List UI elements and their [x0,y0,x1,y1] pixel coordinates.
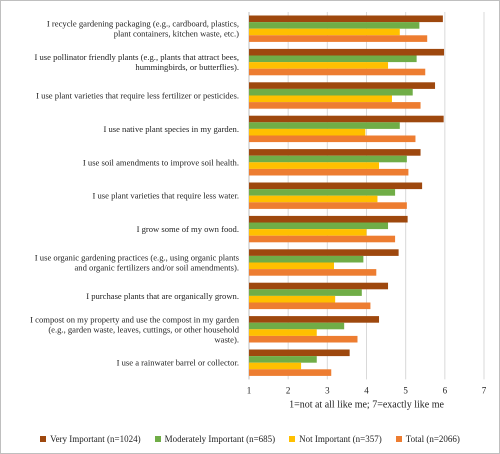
legend-swatch [289,436,296,442]
bar-3 [249,362,302,370]
category-label: I purchase plants that are organically g… [86,291,239,301]
bar-4 [249,269,377,276]
x-tick-labels: 1 2 3 4 5 6 7 [247,385,487,395]
bar-1 [249,149,421,156]
bar-1 [249,15,443,23]
legend-label: Very Important (n=1024) [50,434,141,444]
x-tick-label: 1 [247,385,252,395]
category-label-line: I use pollinator friendly plants (e.g., … [34,52,239,62]
x-axis-title: 1=not at all like me; 7=exactly like me [289,399,444,410]
legend-label: Moderately Important (n=685) [164,434,276,444]
bar-1 [249,282,389,290]
category-label-line: I use native plant species in my garden. [103,124,239,134]
x-tick-label: 2 [286,385,291,395]
bar-1 [249,82,436,89]
category-label: I compost on my property and use the com… [30,314,240,344]
legend-label: Total (n=2066) [405,434,460,444]
category-label: I use plant varieties that require less … [36,91,239,101]
category-label-line: I grow some of my own food. [137,224,239,234]
bar-4 [249,135,416,143]
bar-3 [249,262,334,270]
bar-3 [249,229,367,236]
category-label-line: I use soil amendments to improve soil he… [83,157,239,167]
legend-swatch [40,436,47,442]
category-label: I use organic gardening practices (e.g.,… [35,253,240,273]
bar-1 [249,115,444,123]
bar-2 [249,88,413,96]
x-tick-label: 3 [325,385,330,395]
bar-2 [249,155,407,163]
bar-2 [249,255,364,263]
bar-1 [249,249,399,256]
category-label-line: and organic fertilizers and/or soil amen… [74,263,239,273]
bar-3 [249,128,366,136]
bar-3 [249,195,378,203]
bar-4 [249,68,426,76]
x-tick-label: 4 [364,385,369,395]
bar-2 [249,55,417,63]
legend-swatch [154,436,161,442]
bar-4 [249,35,428,42]
bar-2 [249,322,345,330]
bar-4 [249,235,396,243]
category-label-line: I use plant varieties that require less … [36,91,239,101]
bar-4 [249,102,421,109]
bar-4 [249,335,358,343]
category-label: I use pollinator friendly plants (e.g., … [34,52,239,72]
bar-2 [249,356,317,363]
bar-3 [249,28,400,36]
category-label-line: I use organic gardening practices (e.g.,… [35,253,240,263]
category-labels: I recycle gardening packaging (e.g., car… [30,19,240,368]
legend: Very Important (n=1024) Moderately Import… [0,431,500,447]
x-tick-label: 5 [403,385,408,395]
bar-1 [249,349,350,357]
bar-2 [249,222,389,230]
bar-4 [249,168,409,176]
category-label: I grow some of my own food. [137,224,239,234]
category-label-line: I recycle gardening packaging (e.g., car… [47,19,239,29]
bar-2 [249,289,362,296]
category-label-line: I use a rainwater barrel or collector. [117,358,239,368]
x-tick-label: 6 [443,385,448,395]
category-label: I recycle gardening packaging (e.g., car… [47,19,239,39]
bar-3 [249,62,389,69]
bar-4 [249,369,332,376]
x-tick-label: 7 [482,385,487,395]
bar-2 [249,189,396,196]
bar-4 [249,302,371,310]
bars [249,15,445,376]
bar-3 [249,162,380,169]
bar-2 [249,122,400,129]
legend-label: Not Important (n=357) [299,434,382,444]
bar-1 [249,316,380,323]
category-label-line: (e.g., garden waste, leaves, cuttings, o… [48,324,239,334]
legend-swatch [395,436,402,442]
category-label-line: waste). [214,334,239,344]
legend-item: Moderately Important (n=685) [154,434,276,444]
legend-item: Not Important (n=357) [289,434,382,444]
bar-4 [249,202,407,209]
category-label-line: I use plant varieties that require less … [92,191,239,201]
category-label: I use soil amendments to improve soil he… [83,157,239,167]
category-label: I use a rainwater barrel or collector. [117,358,239,368]
bar-1 [249,215,408,223]
legend-item: Total (n=2066) [395,434,460,444]
category-label-line: I compost on my property and use the com… [30,314,240,324]
category-label-line: hummingbirds, or butterflies). [135,62,239,72]
legend-item: Very Important (n=1024) [40,434,141,444]
bar-3 [249,329,317,336]
category-label-line: I purchase plants that are organically g… [86,291,239,301]
bar-1 [249,48,445,56]
bar-1 [249,182,423,190]
bar-3 [249,295,336,303]
bar-3 [249,95,392,103]
bar-2 [249,22,420,29]
category-label-line: plant containers, kitchen waste, etc.) [114,29,239,39]
category-label: I use plant varieties that require less … [92,191,239,201]
category-label: I use native plant species in my garden. [103,124,239,134]
